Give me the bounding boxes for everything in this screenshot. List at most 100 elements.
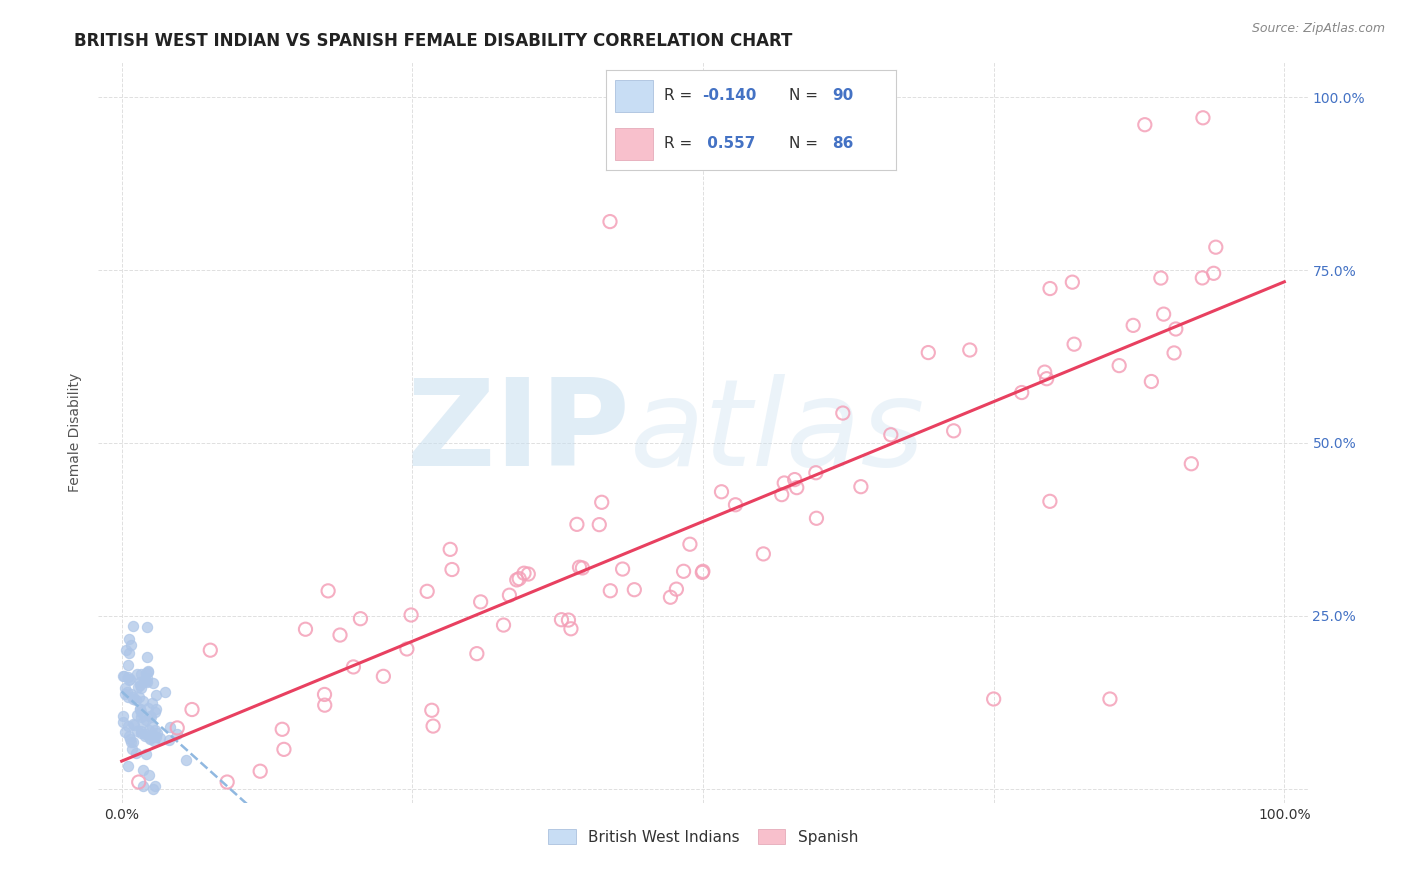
Point <box>128 775 150 789</box>
Point <box>114 681 136 696</box>
Point <box>917 345 939 359</box>
Point <box>111 668 134 682</box>
Point <box>145 730 167 744</box>
Point <box>465 647 488 661</box>
Point <box>557 613 579 627</box>
Point <box>127 666 149 681</box>
Point <box>136 620 159 634</box>
Point <box>1063 337 1085 351</box>
Point <box>517 567 540 582</box>
Text: BRITISH WEST INDIAN VS SPANISH FEMALE DISABILITY CORRELATION CHART: BRITISH WEST INDIAN VS SPANISH FEMALE DI… <box>75 32 793 50</box>
Point <box>121 741 143 756</box>
Point <box>118 729 141 743</box>
Point <box>1164 322 1187 336</box>
Point <box>271 723 294 737</box>
Point <box>118 673 141 688</box>
Point <box>124 746 146 760</box>
Point <box>770 488 793 502</box>
Point <box>132 673 155 688</box>
Point <box>724 498 747 512</box>
Point <box>508 572 530 586</box>
Point <box>142 729 165 743</box>
Point <box>118 632 141 647</box>
Point <box>1108 359 1130 373</box>
Point <box>129 723 152 738</box>
Point <box>141 720 163 734</box>
Point <box>599 583 621 598</box>
Point <box>132 715 155 730</box>
Point <box>679 537 702 551</box>
Point <box>129 666 152 681</box>
Point <box>560 622 582 636</box>
Point <box>880 427 903 442</box>
Point <box>692 564 714 578</box>
Point <box>599 214 621 228</box>
Point <box>1180 457 1202 471</box>
Point <box>139 709 162 723</box>
Y-axis label: Female Disability: Female Disability <box>69 373 83 492</box>
Point <box>129 681 152 695</box>
Point <box>145 688 167 702</box>
Point <box>129 706 152 720</box>
Point <box>117 658 139 673</box>
Point <box>294 622 316 636</box>
Point <box>316 583 339 598</box>
Point <box>591 495 613 509</box>
Point <box>329 628 352 642</box>
Point <box>440 562 463 576</box>
Point <box>142 675 165 690</box>
Point <box>314 698 336 713</box>
Point <box>506 573 529 587</box>
Point <box>138 768 160 782</box>
Point <box>117 685 139 699</box>
Point <box>513 566 536 581</box>
Point <box>399 607 422 622</box>
Point <box>132 779 155 793</box>
Point <box>498 588 520 602</box>
Point <box>114 687 136 701</box>
Point <box>149 731 172 745</box>
Point <box>659 591 682 605</box>
Point <box>134 729 156 743</box>
Point <box>122 717 145 731</box>
Point <box>117 719 139 733</box>
Point <box>157 733 180 747</box>
Point <box>690 566 713 580</box>
Text: ZIP: ZIP <box>406 374 630 491</box>
Point <box>1153 307 1175 321</box>
Point <box>588 517 610 532</box>
Point <box>1202 266 1225 280</box>
Point <box>143 779 166 793</box>
Point <box>114 725 136 739</box>
Point <box>1062 275 1084 289</box>
Point <box>138 723 160 738</box>
Point <box>141 696 163 710</box>
Point <box>131 763 153 777</box>
Point <box>1133 118 1156 132</box>
Point <box>136 665 159 680</box>
Point <box>112 668 135 682</box>
Point <box>120 731 142 746</box>
Point <box>1039 494 1062 508</box>
Point <box>565 517 588 532</box>
Point <box>141 710 163 724</box>
Point <box>1150 271 1173 285</box>
Point <box>623 582 645 597</box>
Text: atlas: atlas <box>630 374 925 491</box>
Point <box>1163 346 1185 360</box>
Point <box>786 481 808 495</box>
Point <box>139 731 162 745</box>
Point <box>439 542 461 557</box>
Point <box>127 723 149 738</box>
Point <box>120 687 142 701</box>
Point <box>136 665 159 679</box>
Text: Source: ZipAtlas.com: Source: ZipAtlas.com <box>1251 22 1385 36</box>
Point <box>752 547 775 561</box>
Point <box>111 715 134 730</box>
Point <box>122 690 145 704</box>
Point <box>568 560 591 574</box>
Point <box>127 680 149 694</box>
Point <box>128 675 150 690</box>
Point <box>132 693 155 707</box>
Point <box>806 511 828 525</box>
